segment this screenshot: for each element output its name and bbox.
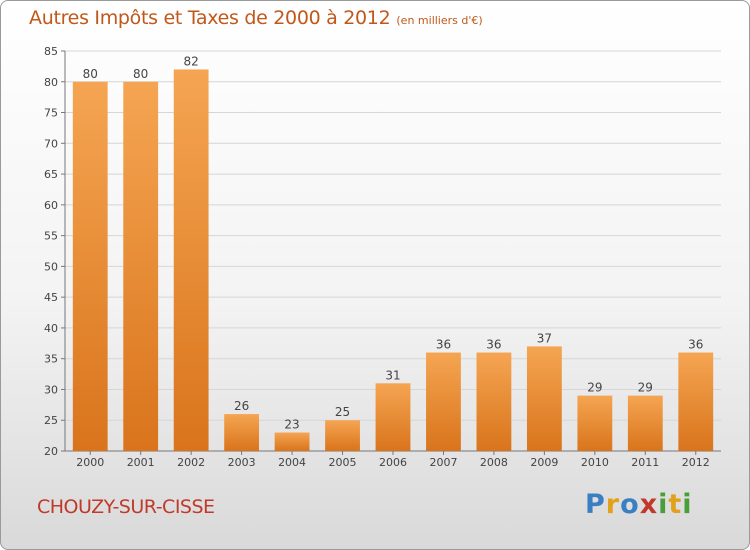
x-tick-label-2004: 2004 <box>278 456 306 469</box>
bar-2000 <box>72 81 108 452</box>
logo-letter: P <box>585 489 606 520</box>
logo-letter: i <box>682 489 693 520</box>
data-label-2012: 36 <box>688 338 703 352</box>
data-label-2010: 29 <box>587 381 602 395</box>
chart-title-text: Autres Impôts et Taxes de 2000 à 2012 <box>29 7 391 29</box>
data-label-2001: 80 <box>133 67 148 81</box>
data-label-2011: 29 <box>638 381 653 395</box>
y-tick-label-80: 80 <box>44 76 58 89</box>
y-tick-label-85: 85 <box>44 45 58 58</box>
y-tick-label-20: 20 <box>44 445 58 458</box>
x-tick-label-2011: 2011 <box>631 456 659 469</box>
bar-2011 <box>627 395 663 451</box>
logo-letter: r <box>605 489 621 520</box>
y-tick-label-30: 30 <box>44 383 58 396</box>
bar-2004 <box>274 432 310 451</box>
y-tick-label-55: 55 <box>44 230 58 243</box>
data-label-2002: 82 <box>184 54 199 68</box>
x-tick-label-2003: 2003 <box>228 456 256 469</box>
bar-2012 <box>678 352 714 451</box>
x-tick-label-2000: 2000 <box>76 456 104 469</box>
logo-letter: o <box>620 489 640 520</box>
data-label-2004: 23 <box>284 418 299 432</box>
chart-unit: (en milliers d'€) <box>396 14 483 27</box>
x-tick-label-2010: 2010 <box>581 456 609 469</box>
x-tick-label-2006: 2006 <box>379 456 407 469</box>
x-tick-label-2002: 2002 <box>177 456 205 469</box>
y-tick-label-35: 35 <box>44 353 58 366</box>
logo-letter: x <box>639 489 659 520</box>
bar-2001 <box>123 81 159 452</box>
bar-2006 <box>375 383 411 451</box>
bar-2010 <box>577 395 613 451</box>
y-tick-label-70: 70 <box>44 137 58 150</box>
data-label-2009: 37 <box>537 331 552 345</box>
bar-2005 <box>325 420 360 451</box>
data-label-2006: 31 <box>385 368 400 382</box>
data-label-2007: 36 <box>436 338 451 352</box>
y-tick-label-40: 40 <box>44 322 58 335</box>
x-tick-label-2012: 2012 <box>682 456 710 469</box>
bars <box>72 69 714 452</box>
y-tick-label-60: 60 <box>44 199 58 212</box>
x-tick-label-2007: 2007 <box>429 456 457 469</box>
bar-2003 <box>224 414 260 451</box>
y-tick-label-45: 45 <box>44 291 58 304</box>
x-tick-label-2001: 2001 <box>127 456 155 469</box>
y-tick-label-50: 50 <box>44 260 58 273</box>
y-tick-label-75: 75 <box>44 107 58 120</box>
chart-title: Autres Impôts et Taxes de 2000 à 2012 (en… <box>29 7 483 29</box>
data-label-2003: 26 <box>234 399 249 413</box>
y-tick-label-65: 65 <box>44 168 58 181</box>
y-tick-label-25: 25 <box>44 414 58 427</box>
bar-2002 <box>173 69 209 451</box>
bar-2009 <box>526 346 562 451</box>
data-label-2008: 36 <box>486 338 501 352</box>
x-tick-label-2008: 2008 <box>480 456 508 469</box>
commune-name: CHOUZY-SUR-CISSE <box>37 496 215 518</box>
x-tick-label-2009: 2009 <box>530 456 558 469</box>
logo-letter: t <box>668 489 683 520</box>
bar-2007 <box>426 352 461 451</box>
x-tick-label-2005: 2005 <box>329 456 357 469</box>
labels: 2000 80 2001 80 2002 82 2003 26 2004 23 2005 25 2006… <box>76 54 710 469</box>
data-label-2000: 80 <box>83 67 98 81</box>
proxiti-logo[interactable]: Proxiti <box>585 489 693 520</box>
data-label-2005: 25 <box>335 405 350 419</box>
bar-2008 <box>476 352 512 451</box>
logo-letter: i <box>658 489 669 520</box>
